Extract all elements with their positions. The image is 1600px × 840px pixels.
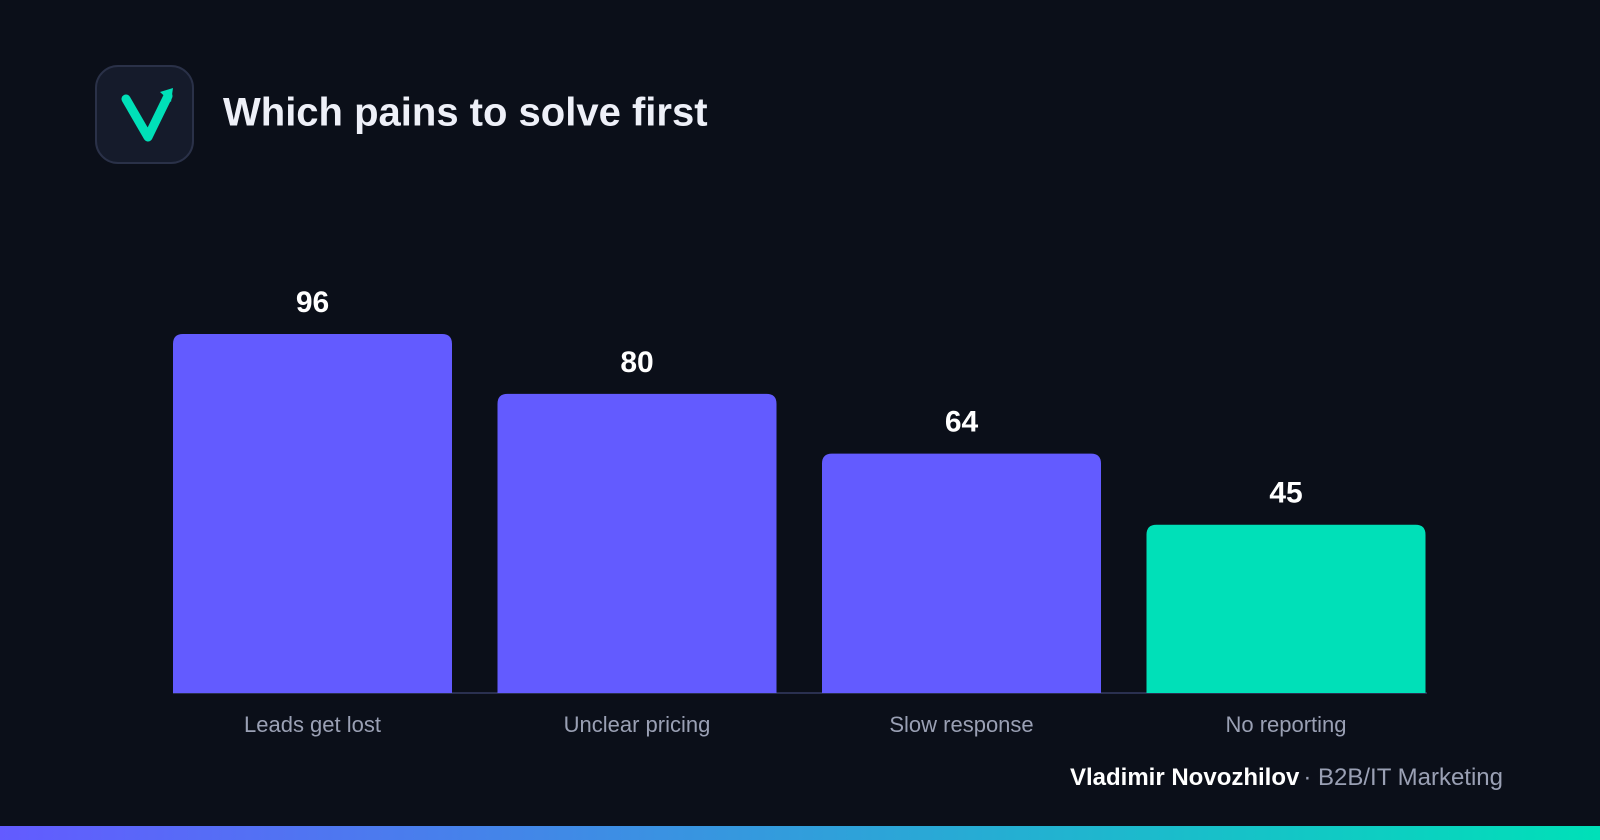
- credit: Vladimir Novozhilov · B2B/IT Marketing: [1070, 764, 1503, 791]
- logo: [95, 65, 194, 164]
- footer-bar: [0, 826, 1600, 840]
- chart-title: Which pains to solve first: [223, 91, 708, 135]
- logo-arrow: [160, 88, 173, 102]
- value-label: 96: [296, 286, 329, 319]
- value-label: 80: [620, 346, 653, 379]
- value-label: 45: [1269, 477, 1302, 510]
- bar: [1146, 524, 1426, 693]
- logo-check: [121, 91, 173, 142]
- bar: [173, 334, 452, 693]
- x-tick-label: Slow response: [889, 712, 1033, 737]
- author-role: · B2B/IT Marketing: [1303, 764, 1503, 791]
- x-tick-label: No reporting: [1225, 712, 1346, 737]
- bar: [822, 453, 1101, 693]
- author: Vladimir Novozhilov: [1070, 764, 1300, 791]
- logo-box: [95, 65, 194, 164]
- x-tick-label: Leads get lost: [244, 712, 381, 737]
- value-label: 64: [945, 406, 979, 439]
- x-tick-label: Unclear pricing: [564, 712, 711, 737]
- bar: [497, 393, 777, 693]
